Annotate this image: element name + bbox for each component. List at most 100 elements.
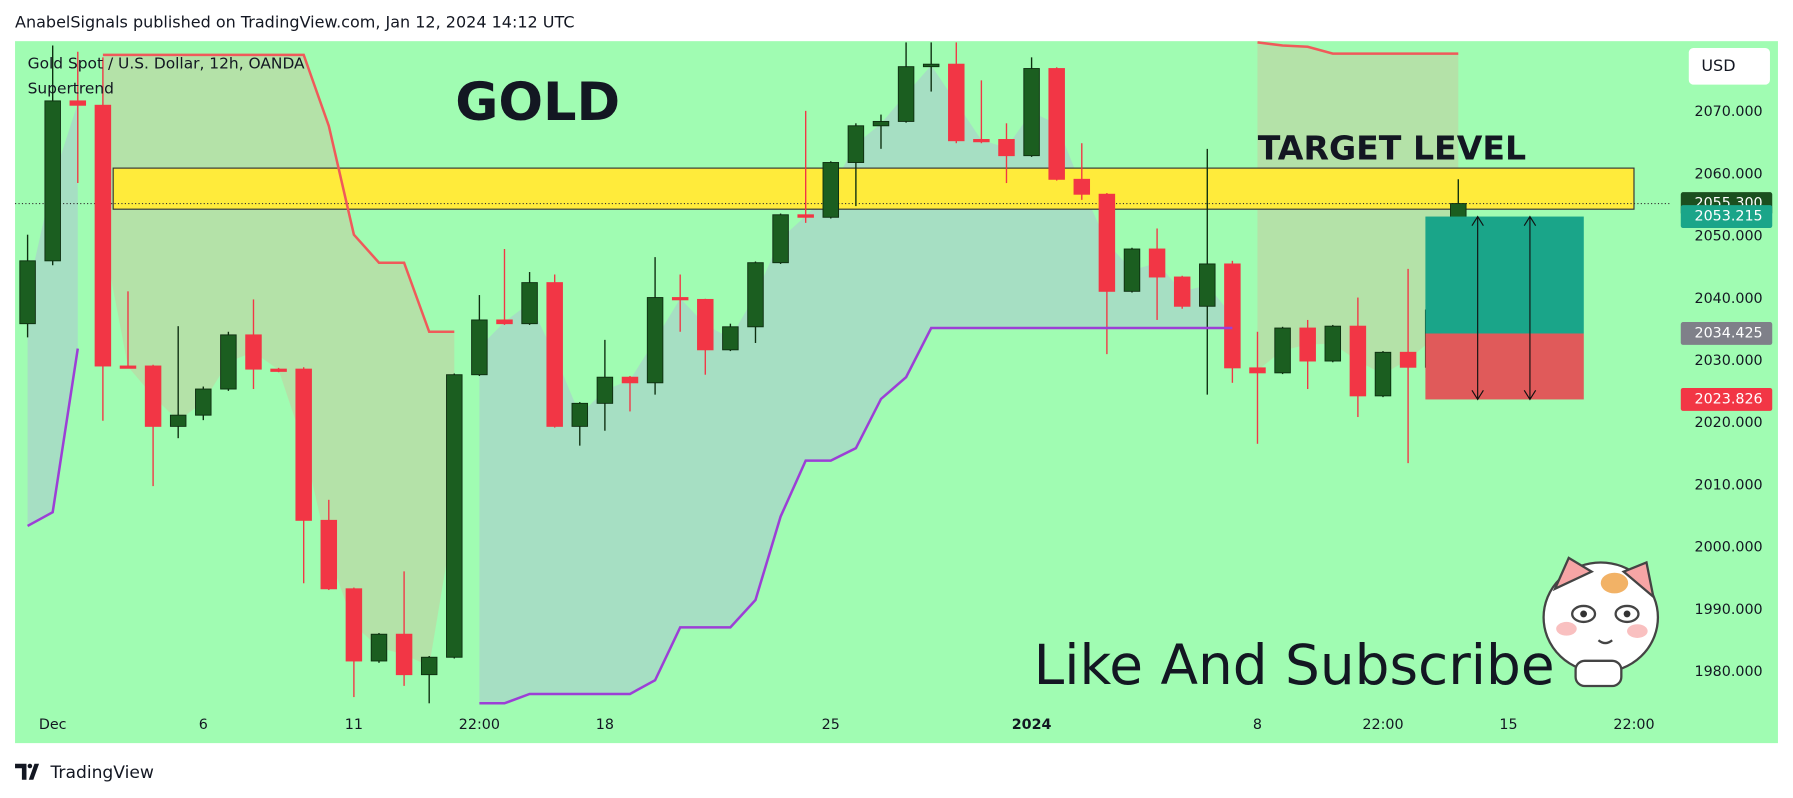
candle-body — [797, 214, 814, 218]
candle-body — [1324, 325, 1342, 362]
footer-logo — [15, 763, 40, 780]
supertrend-lines — [26, 41, 1459, 705]
candle-body — [320, 519, 338, 590]
candle-body — [94, 104, 112, 367]
candle-body — [646, 297, 664, 384]
supertrend-line — [102, 53, 455, 334]
footer-brand: TradingView — [49, 763, 153, 783]
price-label-box — [1680, 322, 1773, 345]
candle-body — [345, 588, 363, 662]
candle-body — [1349, 325, 1367, 397]
candle-body — [446, 374, 463, 658]
candle-body — [1224, 263, 1241, 369]
y-tick-label: 2020.000 — [1695, 415, 1763, 431]
candle-body — [19, 260, 36, 325]
candle-body — [772, 214, 789, 264]
candle-body — [420, 656, 438, 676]
candle-body — [1399, 351, 1417, 368]
position-tool — [1425, 215, 1584, 401]
arrow-head — [1523, 215, 1537, 227]
candle-body — [169, 414, 187, 427]
price-axis: Dec 6 11 22:00 18 25 2024 8 22:00 15 22:00 1980.000… — [39, 104, 1773, 733]
candle-body — [395, 633, 413, 676]
candle-body — [847, 125, 865, 163]
candle-body — [1073, 178, 1091, 195]
x-tick-label: 22:00 — [1362, 717, 1403, 733]
x-tick-label: 2024 — [1012, 717, 1052, 733]
candle-body — [1274, 327, 1291, 374]
target-zone — [112, 167, 1635, 210]
target-zone-layer — [15, 167, 1672, 210]
candle-body — [948, 63, 965, 142]
x-tick-label: 11 — [345, 717, 363, 733]
headline: GOLD — [455, 72, 620, 133]
price-label-box — [1680, 205, 1773, 228]
candle-body — [119, 365, 137, 369]
price-label: 2034.425 — [1695, 325, 1763, 341]
candle-body — [621, 376, 639, 384]
candle-body — [370, 633, 388, 662]
candle-body — [546, 282, 563, 427]
candle-body — [1123, 248, 1141, 292]
cta-text: Like And Subscribe — [1034, 633, 1555, 697]
candles — [19, 42, 1467, 704]
y-tick-label: 2030.000 — [1695, 353, 1763, 369]
candle-body — [1048, 68, 1065, 180]
loss-zone — [1425, 333, 1584, 400]
header-text: AnabelSignals published on TradingView.c… — [15, 12, 574, 31]
currency-box[interactable] — [1688, 48, 1770, 85]
candle-body — [1249, 367, 1266, 374]
candle-body — [671, 297, 689, 301]
arrow-head — [1523, 389, 1537, 401]
y-tick-label: 2040.000 — [1695, 291, 1763, 307]
candle-body — [1098, 193, 1116, 292]
candle-body — [1148, 248, 1166, 278]
candle-body — [496, 319, 513, 325]
x-tick-label: Dec — [39, 717, 67, 733]
candle-body — [69, 100, 87, 106]
candle-body — [195, 388, 212, 416]
arrow-head — [1471, 215, 1484, 227]
cat-sticker — [1542, 556, 1660, 688]
x-tick-label: 6 — [199, 717, 208, 733]
candle-body — [697, 298, 714, 351]
y-tick-label: 1980.000 — [1695, 664, 1763, 680]
target-label: TARGET LEVEL — [1258, 128, 1526, 167]
y-tick-label: 2010.000 — [1695, 477, 1763, 493]
candle-body — [897, 66, 915, 122]
currency-label[interactable]: USD — [1701, 56, 1735, 75]
candle-body — [1374, 351, 1392, 397]
candle-body — [571, 402, 589, 427]
supertrend-fill — [479, 65, 1233, 704]
candle-body — [471, 319, 488, 376]
arrow-head — [1471, 389, 1484, 401]
candle-body — [1023, 68, 1040, 157]
candle-body — [144, 365, 162, 427]
candle-body — [521, 282, 538, 325]
x-tick-label: 18 — [596, 717, 614, 733]
y-tick-label: 2070.000 — [1695, 104, 1763, 120]
price-label: 2053.215 — [1695, 209, 1763, 225]
supertrend-line — [26, 348, 80, 528]
candle-body — [922, 63, 940, 68]
candle-body — [245, 334, 262, 370]
x-tick-label: 8 — [1253, 717, 1262, 733]
candle-body — [44, 100, 61, 262]
legend-indicator: Supertrend — [28, 80, 114, 98]
candle-body — [270, 368, 287, 372]
candle-body — [1173, 276, 1191, 307]
candle-body — [747, 262, 764, 328]
candle-body — [596, 376, 614, 404]
x-tick-label: 22:00 — [1613, 717, 1654, 733]
supertrend-line — [1257, 41, 1459, 55]
x-tick-label: 22:00 — [459, 717, 500, 733]
candle-body — [1299, 327, 1316, 362]
y-tick-label: 2050.000 — [1695, 229, 1763, 245]
supertrend-line — [479, 326, 1233, 705]
x-tick-label: 15 — [1499, 717, 1517, 733]
candle-body — [220, 334, 237, 390]
y-tick-label: 1990.000 — [1695, 602, 1763, 618]
profit-zone — [1425, 216, 1584, 334]
x-tick-label: 25 — [822, 717, 840, 733]
